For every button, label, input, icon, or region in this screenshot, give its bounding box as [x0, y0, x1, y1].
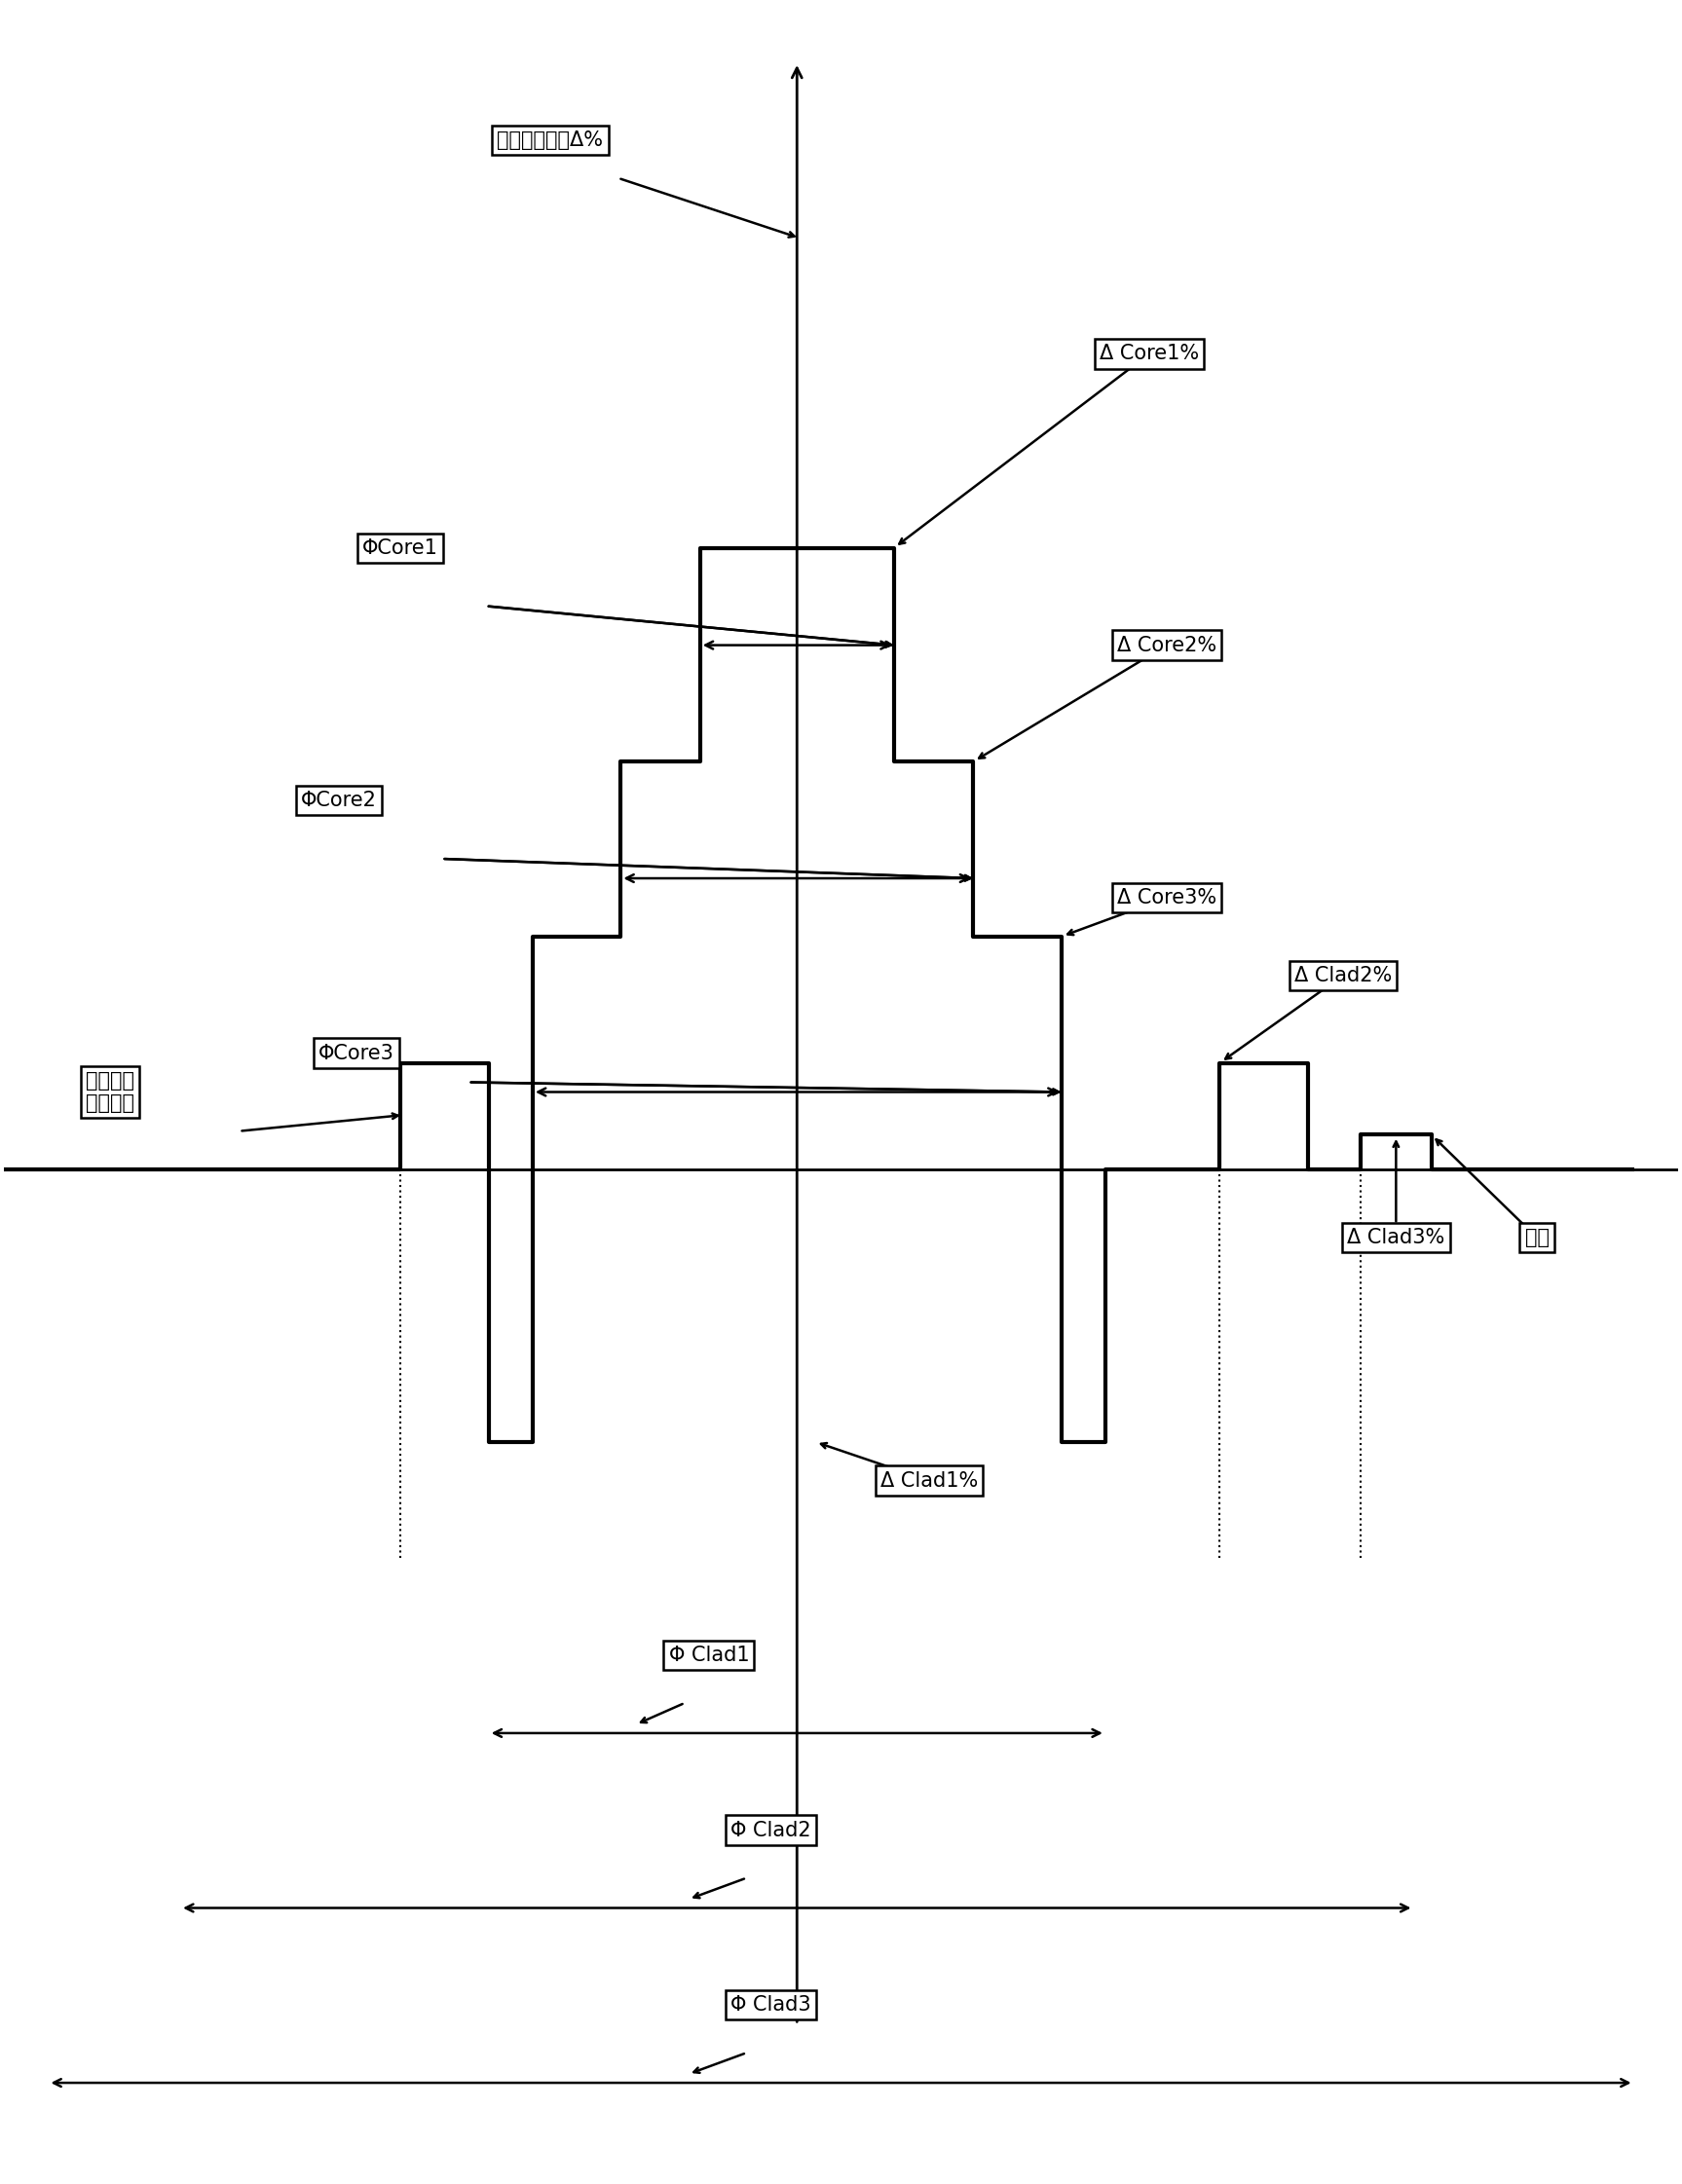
Text: Δ Clad3%: Δ Clad3% [1347, 1227, 1445, 1247]
Text: Δ Core2%: Δ Core2% [1117, 636, 1216, 655]
Text: Δ Clad2%: Δ Clad2% [1295, 965, 1393, 985]
Text: 长度: 长度 [1526, 1227, 1549, 1247]
Text: ΦCore2: ΦCore2 [301, 791, 377, 810]
Text: Φ Clad1: Φ Clad1 [669, 1647, 748, 1664]
Text: Δ Clad1%: Δ Clad1% [880, 1470, 977, 1489]
Text: Φ Clad3: Φ Clad3 [730, 1996, 811, 2016]
Text: 相对折射率差Δ%: 相对折射率差Δ% [498, 131, 604, 151]
Text: ΦCore3: ΦCore3 [318, 1044, 394, 1064]
Text: Δ Core3%: Δ Core3% [1117, 889, 1216, 909]
Text: ΦCore1: ΦCore1 [363, 537, 439, 557]
Text: Φ Clad2: Φ Clad2 [730, 1821, 811, 1839]
Text: 纯二氧化
硅玻璃层: 纯二氧化 硅玻璃层 [86, 1070, 135, 1114]
Text: Δ Core1%: Δ Core1% [1100, 345, 1199, 363]
